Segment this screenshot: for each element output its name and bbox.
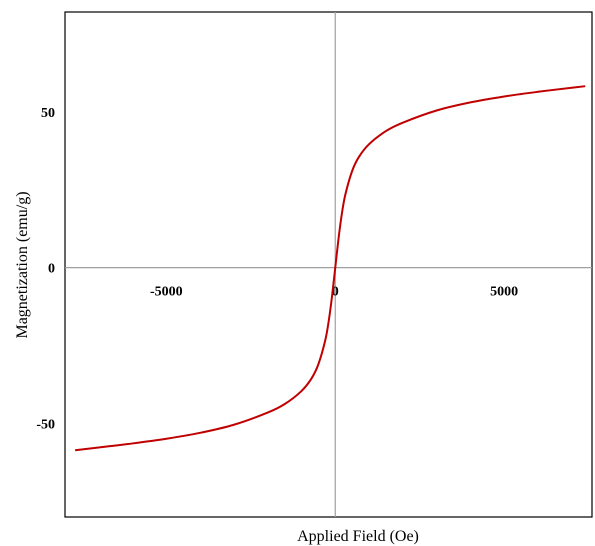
x-tick-label: 0 xyxy=(332,285,339,300)
y-tick-label: 0 xyxy=(48,262,55,277)
x-axis-title: Applied Field (Oe) xyxy=(297,528,419,545)
y-tick-label: 50 xyxy=(41,106,55,121)
x-tick-labels: -5000 0 5000 xyxy=(150,285,518,300)
magnetization-curve xyxy=(75,85,586,452)
y-tick-label: -50 xyxy=(36,417,55,432)
y-axis-title: Magnetization (emu/g) xyxy=(14,191,31,338)
series-group xyxy=(75,85,586,452)
plot-frame xyxy=(64,11,593,518)
x-tick-label: -5000 xyxy=(150,285,183,300)
x-tick-label: 5000 xyxy=(490,285,518,300)
y-tick-labels: -50 0 50 xyxy=(36,106,55,433)
